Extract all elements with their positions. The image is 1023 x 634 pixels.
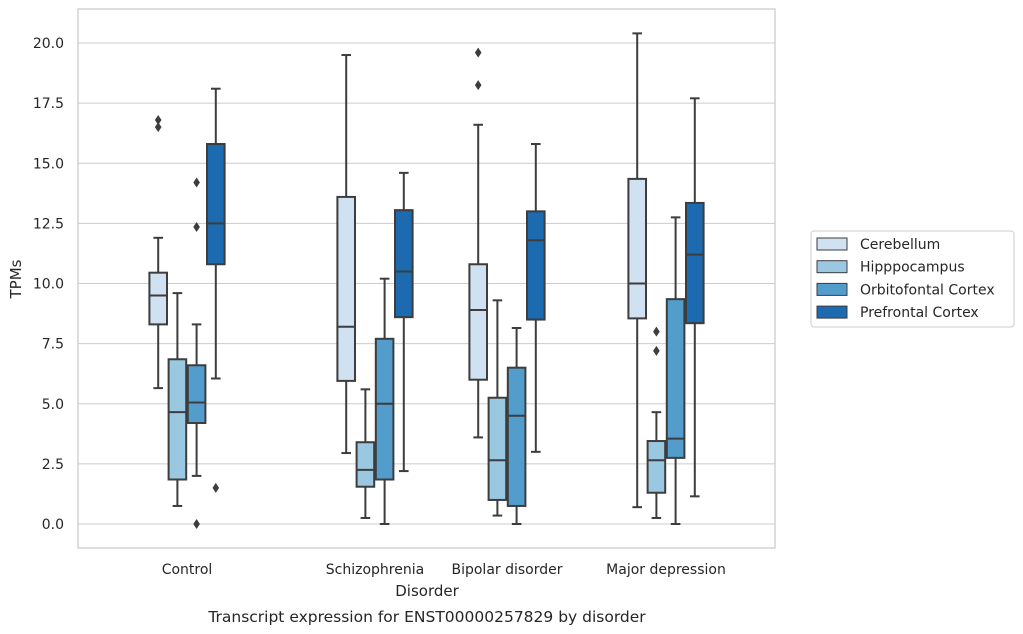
y-tick-labels: 0.0 2.5 5.0 7.5 10.0 12.5 15.0 17.5 20.0 (33, 36, 64, 533)
legend-label: Prefrontal Cortex (860, 305, 979, 321)
box-1-2 (487, 299, 508, 517)
box-body (167, 358, 188, 481)
box-groups (148, 32, 705, 529)
box-0-3 (627, 32, 648, 509)
box-0-1 (336, 54, 356, 455)
box-2-3 (665, 216, 686, 525)
box-body (646, 440, 667, 494)
y-tick-label: 0.0 (42, 517, 64, 533)
box-body (394, 209, 414, 319)
box-2-2 (506, 326, 527, 525)
y-tick-label: 15.0 (33, 156, 64, 172)
box-3-1 (394, 171, 414, 473)
outlier-point (653, 345, 660, 356)
box-body (468, 263, 488, 381)
box-1-1 (355, 388, 376, 519)
box-body (186, 364, 207, 424)
legend-swatch (816, 237, 848, 251)
x-tick-label: Major depression (606, 562, 726, 578)
box-1-3 (646, 326, 667, 519)
legend: Cerebellum Hipppocampus Orbitofontal Corte… (810, 230, 1015, 328)
y-tick-label: 20.0 (33, 36, 64, 52)
outlier-point (154, 114, 162, 125)
y-axis-label: TPMs (7, 259, 25, 299)
outlier-point (193, 519, 200, 529)
y-tick-label: 17.5 (33, 96, 64, 112)
legend-item: Hipppocampus (816, 260, 965, 276)
box-body (336, 195, 356, 382)
box-body (665, 298, 686, 459)
box-body (506, 366, 527, 507)
legend-item: Cerebellum (816, 237, 940, 253)
box-body (627, 177, 648, 320)
y-tick-label: 2.5 (42, 457, 64, 473)
y-tick-label: 10.0 (33, 277, 64, 293)
legend-label: Hipppocampus (860, 260, 965, 276)
box-1-0 (167, 292, 188, 507)
outlier-point (474, 80, 482, 91)
legend-item: Orbitofontal Cortex (816, 282, 995, 298)
box-0-0 (148, 114, 168, 390)
outlier-point (193, 221, 200, 232)
outlier-point (212, 482, 220, 493)
box-3-0 (206, 87, 226, 493)
y-tick-label: 5.0 (42, 397, 64, 413)
box-3-3 (685, 97, 705, 498)
plot-area: 0.0 2.5 5.0 7.5 10.0 12.5 15.0 17.5 20.0 Control… (33, 8, 776, 578)
legend-swatch (816, 305, 848, 319)
x-tick-label: Bipolar disorder (451, 562, 562, 578)
legend-swatch (816, 260, 848, 274)
box-body (487, 396, 508, 501)
y-tick-label: 12.5 (33, 216, 64, 232)
outlier-point (653, 326, 660, 337)
plot-frame (77, 8, 776, 549)
outlier-point (193, 177, 200, 188)
outlier-point (474, 47, 482, 58)
y-tick-label: 7.5 (42, 337, 64, 353)
box-body (355, 441, 376, 488)
legend-item: Prefrontal Cortex (816, 305, 979, 321)
x-tick-label: Control (162, 562, 213, 578)
outlier-point (154, 122, 162, 133)
box-2-0 (186, 177, 207, 529)
box-2-1 (374, 277, 395, 525)
legend-frame (810, 230, 1015, 328)
chart-caption: Transcript expression for ENST0000025782… (207, 608, 646, 626)
box-body (374, 337, 395, 481)
box-0-2 (468, 47, 488, 439)
box-body (526, 210, 546, 321)
x-axis-label: Disorder (395, 582, 459, 600)
legend-label: Cerebellum (860, 237, 940, 253)
x-tick-labels: Control Schizophrenia Bipolar disorder Majo… (162, 562, 726, 578)
legend-swatch (816, 282, 848, 296)
box-body (685, 201, 705, 325)
x-tick-label: Schizophrenia (326, 562, 424, 578)
box-body (148, 271, 168, 326)
box-body (206, 143, 226, 266)
box-3-2 (526, 143, 546, 453)
legend-label: Orbitofontal Cortex (860, 282, 995, 298)
